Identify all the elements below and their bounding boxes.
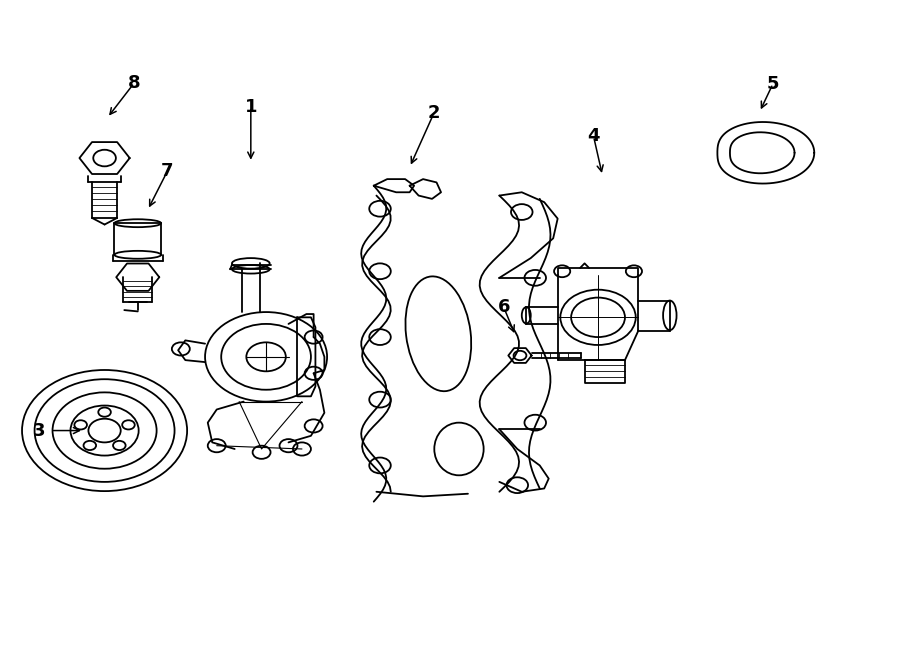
Text: 6: 6 bbox=[498, 299, 510, 317]
Text: 5: 5 bbox=[767, 75, 779, 93]
Text: 8: 8 bbox=[128, 74, 140, 92]
Text: 1: 1 bbox=[245, 98, 257, 116]
Text: 3: 3 bbox=[32, 422, 45, 440]
Text: 4: 4 bbox=[588, 128, 599, 145]
Text: 2: 2 bbox=[428, 104, 440, 122]
Text: 7: 7 bbox=[161, 162, 174, 180]
